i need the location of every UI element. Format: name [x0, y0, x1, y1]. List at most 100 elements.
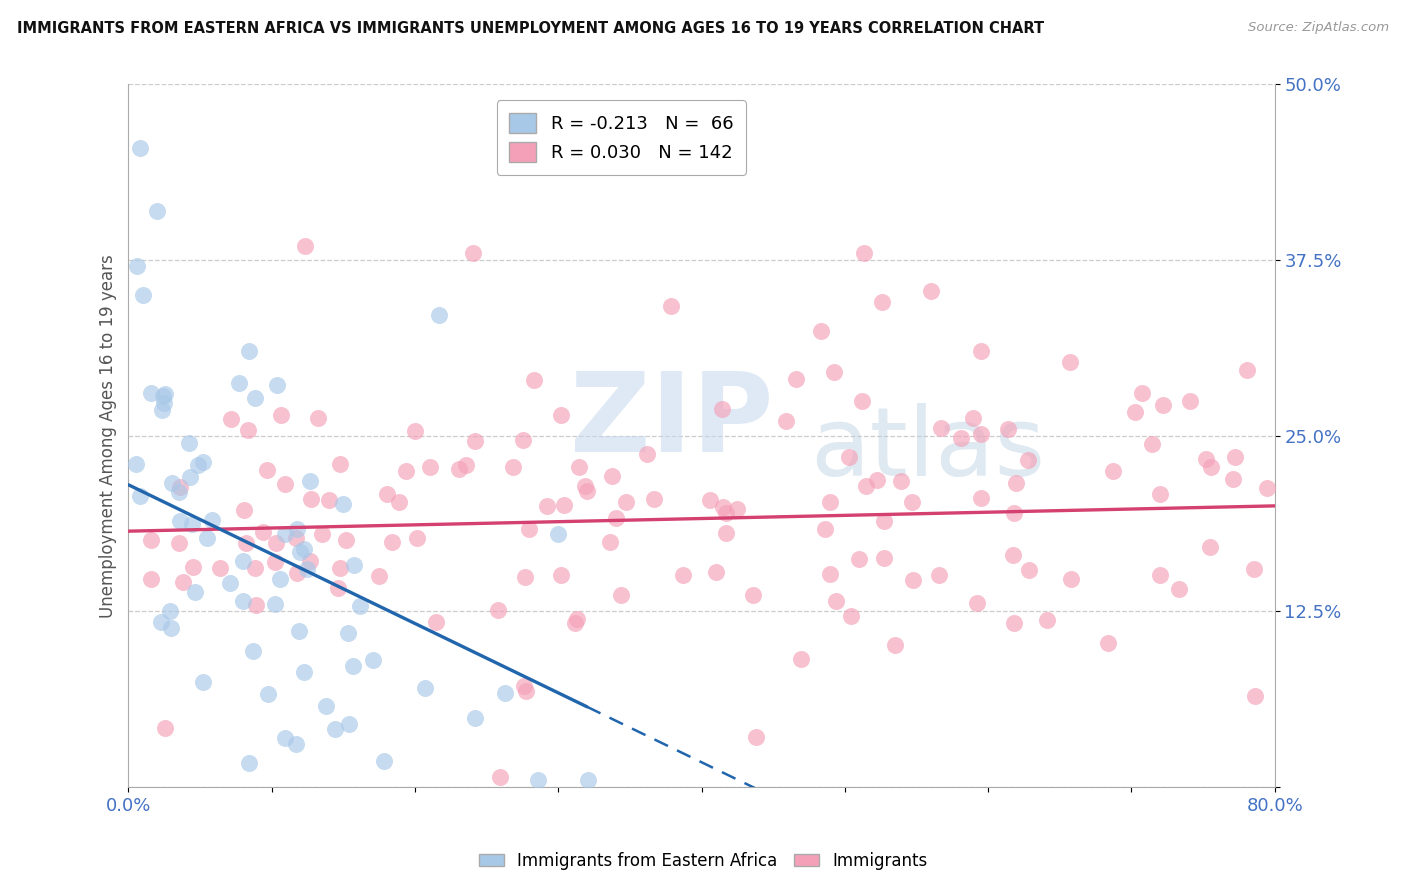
Point	[568, 460, 591, 475]
Point	[1059, 354, 1081, 368]
Point	[150, 615, 173, 629]
Point	[970, 344, 993, 359]
Point	[997, 422, 1019, 436]
Point	[191, 674, 214, 689]
Point	[429, 308, 451, 322]
Text: atlas: atlas	[810, 403, 1046, 496]
Point	[950, 431, 973, 445]
Point	[550, 408, 572, 422]
Point	[285, 566, 308, 580]
Point	[486, 603, 509, 617]
Point	[872, 550, 894, 565]
Point	[865, 473, 887, 487]
Point	[574, 479, 596, 493]
Legend: Immigrants from Eastern Africa, Immigrants: Immigrants from Eastern Africa, Immigran…	[472, 846, 934, 877]
Point	[853, 246, 876, 260]
Point	[704, 565, 727, 579]
Point	[855, 478, 877, 492]
Point	[152, 389, 174, 403]
Point	[870, 295, 893, 310]
Point	[245, 598, 267, 612]
Point	[181, 517, 204, 532]
Point	[818, 495, 841, 509]
Point	[636, 447, 658, 461]
Point	[527, 772, 550, 787]
Point	[547, 527, 569, 541]
Point	[714, 525, 737, 540]
Point	[744, 730, 766, 744]
Point	[536, 500, 558, 514]
Point	[513, 679, 536, 693]
Point	[839, 609, 862, 624]
Point	[716, 506, 738, 520]
Point	[775, 413, 797, 427]
Point	[1149, 568, 1171, 582]
Point	[699, 493, 721, 508]
Point	[323, 722, 346, 736]
Point	[502, 459, 524, 474]
Point	[256, 463, 278, 477]
Point	[600, 469, 623, 483]
Point	[1149, 487, 1171, 501]
Point	[415, 681, 437, 695]
Point	[266, 377, 288, 392]
Point	[463, 246, 485, 260]
Point	[294, 665, 316, 679]
Point	[464, 434, 486, 449]
Point	[873, 514, 896, 528]
Point	[235, 536, 257, 550]
Point	[966, 596, 988, 610]
Point	[1236, 362, 1258, 376]
Point	[1005, 476, 1028, 491]
Point	[1178, 394, 1201, 409]
Point	[238, 756, 260, 771]
Point	[236, 423, 259, 437]
Legend: R = -0.213   N =  66, R = 0.030   N = 142: R = -0.213 N = 66, R = 0.030 N = 142	[496, 101, 747, 175]
Point	[522, 373, 544, 387]
Point	[329, 458, 352, 472]
Point	[162, 475, 184, 490]
Point	[332, 497, 354, 511]
Point	[177, 435, 200, 450]
Point	[187, 458, 209, 472]
Point	[183, 585, 205, 599]
Point	[447, 462, 470, 476]
Point	[710, 402, 733, 417]
Point	[284, 531, 307, 545]
Point	[288, 545, 311, 559]
Point	[725, 502, 748, 516]
Point	[285, 737, 308, 751]
Point	[219, 412, 242, 426]
Point	[1102, 464, 1125, 478]
Point	[553, 498, 575, 512]
Point	[298, 554, 321, 568]
Point	[343, 558, 366, 573]
Point	[823, 365, 845, 379]
Point	[711, 500, 734, 514]
Point	[1243, 562, 1265, 576]
Point	[564, 615, 586, 630]
Point	[395, 464, 418, 478]
Point	[454, 458, 477, 472]
Point	[329, 560, 352, 574]
Point	[287, 624, 309, 638]
Point	[243, 391, 266, 405]
Point	[643, 491, 665, 506]
Point	[318, 492, 340, 507]
Point	[201, 513, 224, 527]
Point	[139, 533, 162, 548]
Point	[218, 576, 240, 591]
Point	[274, 526, 297, 541]
Point	[167, 536, 190, 550]
Point	[232, 502, 254, 516]
Point	[263, 597, 285, 611]
Point	[512, 433, 534, 447]
Point	[183, 560, 205, 574]
Point	[890, 474, 912, 488]
Point	[1222, 472, 1244, 486]
Point	[1017, 453, 1039, 467]
Point	[326, 581, 349, 595]
Point	[274, 477, 297, 491]
Point	[195, 531, 218, 545]
Point	[1199, 460, 1222, 475]
